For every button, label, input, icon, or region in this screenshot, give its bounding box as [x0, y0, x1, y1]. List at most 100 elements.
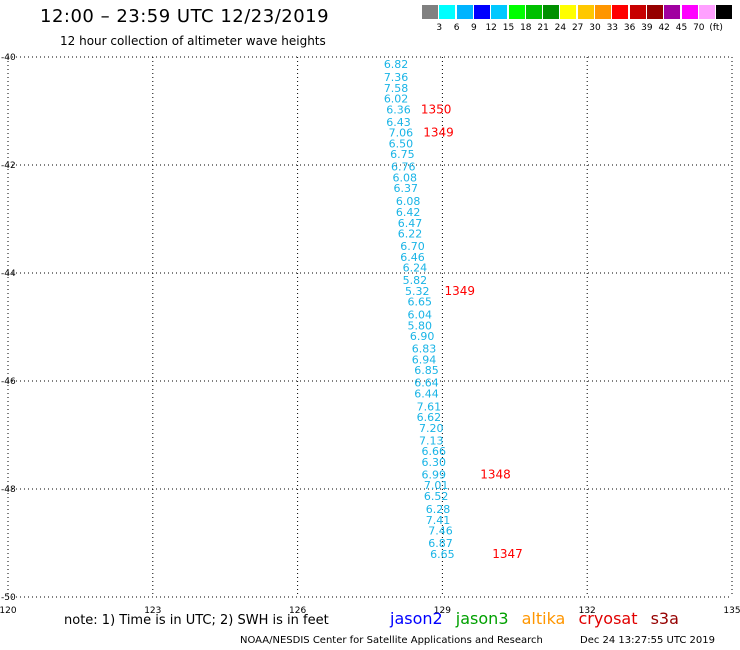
- satellite-jason3: jason3: [455, 609, 509, 628]
- wave-height-value: 6.43: [386, 116, 411, 129]
- legend-swatch: [681, 5, 698, 19]
- legend-tick: 21: [537, 23, 549, 33]
- wave-height-value: 7.41: [426, 514, 451, 527]
- legend-tick: 42: [658, 23, 670, 33]
- wave-height-value: 6.85: [414, 364, 439, 377]
- units-note: note: 1) Time is in UTC; 2) SWH is in fe…: [64, 613, 329, 628]
- wave-height-value: 6.02: [384, 93, 409, 106]
- lat-tick-label: -48: [1, 485, 16, 495]
- legend-swatch: [595, 5, 611, 19]
- wave-height-value: 6.22: [398, 228, 423, 241]
- satellite-legend: jason2 jason3 altika cryosat s3a: [390, 609, 687, 628]
- wave-height-value: 7.46: [428, 525, 453, 538]
- legend-swatch: [439, 5, 456, 19]
- legend-tick: 24: [554, 23, 567, 33]
- legend-swatch: [629, 5, 646, 19]
- wave-height-value: 7.13: [419, 434, 444, 447]
- pass-number-label: 1348: [480, 467, 511, 481]
- axis-labels: 120 123 126 129 132 135 -40 -42 -44 -46 -48 -50: [0, 53, 740, 616]
- wave-height-value: 6.46: [400, 251, 425, 264]
- legend-swatch: [560, 5, 577, 19]
- page-title: 12:00 – 23:59 UTC 12/23/2019: [40, 6, 330, 27]
- altimeter-track: 6.827.367.586.026.366.437.066.506.756.76…: [384, 58, 455, 561]
- legend-swatch: [716, 5, 733, 19]
- wave-height-value: 7.20: [419, 422, 444, 435]
- legend-swatch: [698, 5, 715, 19]
- pass-number-label: 1347: [492, 547, 523, 561]
- pass-number-label: 1349: [423, 126, 454, 140]
- legend-tick: 39: [641, 23, 653, 33]
- wave-height-value: 6.70: [400, 240, 425, 253]
- footer-timestamp: Dec 24 13:27:55 UTC 2019: [580, 635, 715, 646]
- legend-swatch: [612, 5, 629, 19]
- wave-height-value: 6.28: [426, 503, 451, 516]
- legend-swatch: [473, 5, 490, 19]
- wave-height-value: 6.44: [414, 387, 439, 400]
- pass-number-label: 1350: [421, 102, 452, 116]
- wave-height-value: 6.24: [403, 262, 428, 275]
- legend-tick: 9: [471, 23, 477, 33]
- lat-tick-label: -46: [1, 377, 16, 387]
- wave-height-value: 5.80: [407, 319, 432, 332]
- wave-height-value: 6.76: [391, 161, 416, 174]
- lon-tick-label: 129: [434, 606, 451, 616]
- pass-number-label: 1349: [445, 284, 476, 298]
- lon-tick-label: 126: [289, 606, 306, 616]
- wave-height-value: 6.82: [384, 58, 409, 71]
- satellite-altika: altika: [521, 609, 566, 628]
- wave-height-value: 7.06: [389, 127, 414, 140]
- wave-height-value: 7.58: [384, 82, 409, 95]
- wave-height-value: 6.04: [407, 309, 432, 322]
- wave-height-value: 6.52: [424, 490, 449, 503]
- wave-height-value: 6.50: [389, 137, 414, 150]
- wave-height-value: 6.08: [396, 195, 421, 208]
- lon-tick-label: 120: [0, 606, 17, 616]
- satellite-s3a: s3a: [650, 609, 679, 628]
- wave-height-value: 6.65: [430, 548, 455, 561]
- wave-height-value: 6.30: [421, 456, 446, 469]
- wave-height-value: 5.82: [403, 274, 428, 287]
- legend-swatch: [422, 5, 438, 19]
- pass-labels: 1350 1349 1349 1348 1347: [421, 102, 523, 560]
- legend-tick: 18: [520, 23, 532, 33]
- legend-tick: 12: [485, 23, 497, 33]
- legend-tick: 45: [675, 23, 688, 33]
- legend-tick: 3: [436, 23, 443, 33]
- wave-height-value: 6.08: [393, 171, 418, 184]
- lat-tick-label: -50: [1, 593, 16, 603]
- wave-height-value: 6.83: [412, 343, 437, 356]
- wave-height-value: 6.87: [428, 537, 453, 550]
- wave-height-value: 6.99: [421, 468, 446, 481]
- lon-tick-label: 135: [723, 606, 740, 616]
- wave-height-value: 6.36: [386, 103, 411, 116]
- wave-height-value: 6.47: [398, 217, 423, 230]
- wave-height-value: 6.64: [414, 377, 439, 390]
- wave-height-value: 6.90: [410, 330, 435, 343]
- wave-height-value: 6.37: [393, 182, 418, 195]
- wave-height-value: 7.36: [384, 71, 409, 84]
- wave-height-value: 7.01: [424, 479, 449, 492]
- lat-lon-grid: [7, 56, 733, 598]
- wave-height-value: 6.42: [396, 206, 421, 219]
- legend-swatch: [525, 5, 542, 19]
- footer-credit: NOAA/NESDIS Center for Satellite Applica…: [240, 635, 543, 646]
- satellite-jason2: jason2: [390, 609, 443, 628]
- legend-tick: (ft): [709, 23, 723, 33]
- wave-height-value: 6.62: [417, 411, 442, 424]
- satellite-cryosat: cryosat: [578, 609, 638, 628]
- wave-height-value: 6.94: [412, 353, 437, 366]
- wave-height-value: 5.32: [405, 285, 430, 298]
- legend-swatch: [508, 5, 525, 19]
- legend-tick: 6: [453, 23, 460, 33]
- lat-tick-label: -42: [1, 161, 16, 171]
- legend-swatch: [646, 5, 663, 19]
- wave-height-value: 6.65: [407, 296, 432, 309]
- wave-height-value: 6.75: [390, 148, 415, 161]
- legend-swatch: [543, 5, 560, 19]
- legend-swatch: [577, 5, 594, 19]
- legend-swatch: [456, 5, 473, 19]
- wave-height-value: 7.61: [417, 400, 442, 413]
- legend-tick: 27: [571, 23, 584, 33]
- lon-tick-label: 132: [579, 606, 596, 616]
